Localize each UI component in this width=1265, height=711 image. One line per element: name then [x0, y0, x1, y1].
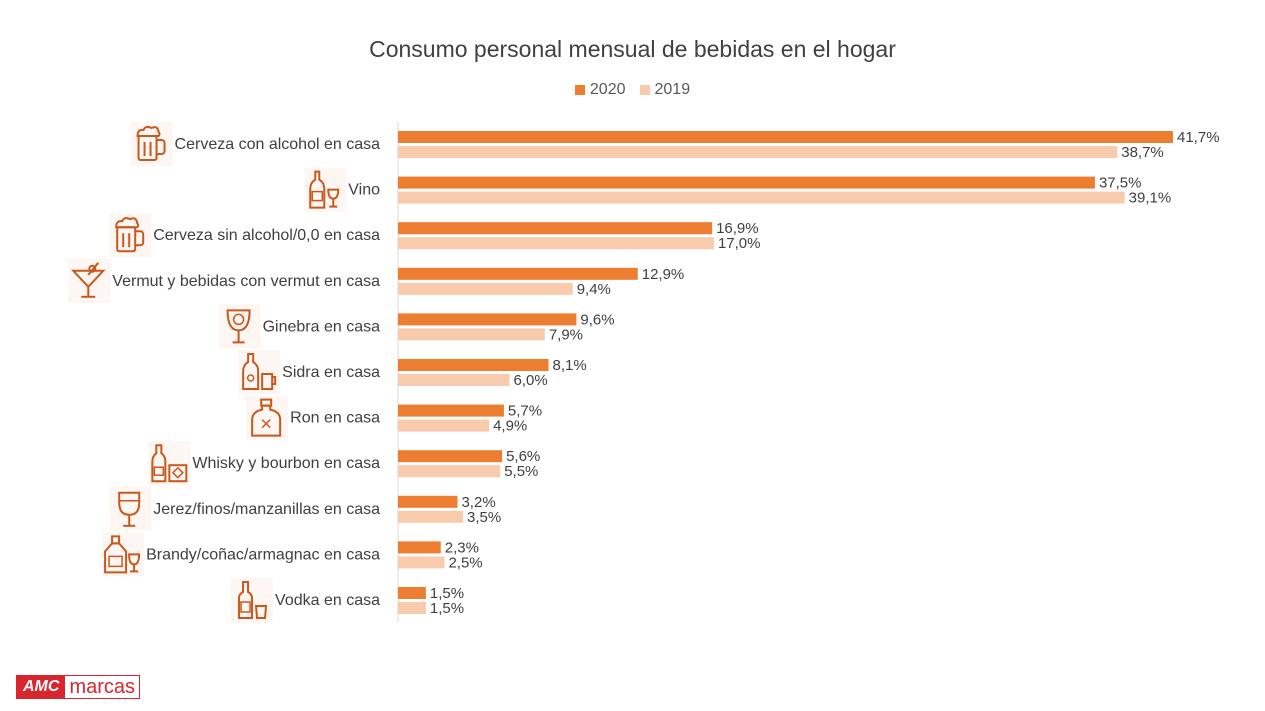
data-label-2019-0: 38,7%: [1121, 144, 1164, 161]
data-label-2019-4: 7,9%: [549, 326, 583, 343]
bar-2020-2: [398, 222, 713, 235]
data-label-2020-6: 5,7%: [508, 403, 542, 420]
gin-glass-icon: [226, 309, 251, 344]
bar-2019-6: [398, 419, 490, 432]
data-label-2020-7: 5,6%: [506, 448, 540, 465]
category-label-1: Vino: [348, 182, 380, 199]
bar-2019-7: [398, 465, 501, 478]
bar-2019-9: [398, 556, 445, 569]
data-label-2020-8: 3,2%: [461, 494, 495, 511]
bar-2019-3: [398, 282, 573, 295]
bar-2020-8: [398, 495, 458, 508]
data-label-2019-8: 3,5%: [467, 509, 501, 526]
category-label-0: Cerveza con alcohol en casa: [175, 136, 381, 153]
legend-label-2020: 2020: [589, 81, 626, 98]
legend-swatch-2019: [639, 85, 650, 95]
bar-2019-0: [398, 146, 1118, 158]
legend-item-2019: 2019: [639, 81, 691, 99]
bar-2019-2: [398, 237, 714, 250]
bar-2020-0: [398, 131, 1173, 143]
category-label-9: Brandy/coñac/armagnac en casa: [146, 546, 380, 563]
category-label-10: Vodka en casa: [275, 592, 380, 609]
data-label-2019-6: 4,9%: [493, 418, 527, 435]
bar-2020-7: [398, 450, 503, 463]
legend: 2020 2019: [0, 81, 1265, 99]
category-label-4: Ginebra en casa: [263, 318, 381, 335]
bar-2019-10: [398, 602, 426, 614]
data-label-2020-10: 1,5%: [430, 585, 464, 602]
bar-2020-5: [398, 359, 549, 371]
data-label-2019-5: 6,0%: [514, 372, 548, 389]
category-label-7: Whisky y bourbon en casa: [192, 455, 380, 472]
data-label-2020-9: 2,3%: [445, 539, 479, 556]
data-label-2019-9: 2,5%: [448, 554, 482, 571]
cider-bottle-icon: [242, 353, 277, 390]
category-label-3: Vermut y bebidas con vermut en casa: [112, 273, 380, 290]
whisky-bottle-icon: [151, 444, 188, 483]
bar-2019-4: [398, 328, 545, 341]
legend-label-2019: 2019: [654, 81, 691, 98]
data-label-2020-3: 12,9%: [642, 266, 685, 283]
bar-2019-5: [398, 374, 510, 386]
data-label-2020-1: 37,5%: [1099, 175, 1142, 192]
cocktail-glass-icon: [70, 262, 106, 298]
bar-2019-1: [398, 191, 1125, 204]
bar-2020-4: [398, 313, 577, 326]
data-label-2019-3: 9,4%: [577, 281, 611, 298]
logo-amc: AMC: [17, 676, 66, 698]
beer-mug-icon: [115, 217, 145, 253]
brandy-bottle-icon: [104, 535, 141, 574]
bar-2020-3: [398, 267, 638, 280]
wine-bottle-glass-icon: [309, 170, 340, 209]
category-label-8: Jerez/finos/manzanillas en casa: [153, 501, 380, 518]
legend-swatch-2020: [574, 85, 585, 95]
category-label-2: Cerveza sin alcohol/0,0 en casa: [153, 227, 380, 244]
data-label-2020-0: 41,7%: [1177, 129, 1220, 146]
logo-marcas: marcas: [65, 676, 140, 698]
bar-2019-8: [398, 510, 464, 523]
data-label-2019-10: 1,5%: [430, 600, 464, 617]
data-label-2020-5: 8,1%: [553, 357, 587, 374]
data-label-2019-1: 39,1%: [1129, 190, 1172, 207]
chart-layer: 41,7% 38,7% Cerveza con alcohol en casa 37,…: [68, 122, 1220, 622]
legend-item-2020: 2020: [574, 81, 626, 99]
data-label-2019-2: 17,0%: [718, 235, 761, 252]
data-label-2020-2: 16,9%: [716, 220, 759, 237]
amc-marcas-logo: AMC marcas: [16, 675, 141, 699]
bar-2020-9: [398, 541, 441, 554]
chart-title: Consumo personal mensual de bebidas en e…: [369, 36, 896, 62]
data-label-2020-4: 9,6%: [580, 311, 614, 328]
vodka-bottle-icon: [238, 581, 268, 619]
category-label-5: Sidra en casa: [282, 364, 380, 381]
category-label-6: Ron en casa: [290, 410, 380, 427]
bar-2020-10: [398, 587, 426, 599]
bar-2020-6: [398, 404, 504, 417]
data-label-2019-7: 5,5%: [504, 463, 538, 480]
rum-bottle-icon: [251, 398, 282, 437]
beer-mug-icon: [136, 125, 166, 161]
sherry-glass-icon: [118, 491, 141, 527]
bar-2020-1: [398, 176, 1095, 189]
